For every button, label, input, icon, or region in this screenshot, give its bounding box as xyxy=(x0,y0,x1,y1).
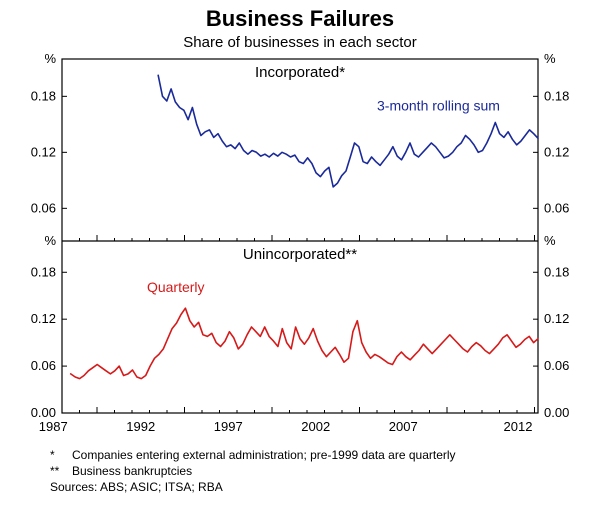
svg-text:0.12: 0.12 xyxy=(544,311,569,326)
svg-text:0.06: 0.06 xyxy=(31,358,56,373)
footnote-1-text: Companies entering external administrati… xyxy=(72,447,456,463)
svg-text:1987: 1987 xyxy=(39,419,68,434)
svg-text:3-month rolling sum: 3-month rolling sum xyxy=(377,97,500,113)
svg-text:0.06: 0.06 xyxy=(544,358,569,373)
svg-text:%: % xyxy=(544,53,556,66)
svg-text:0.12: 0.12 xyxy=(31,144,56,159)
svg-text:2002: 2002 xyxy=(301,419,330,434)
svg-text:0.12: 0.12 xyxy=(31,311,56,326)
svg-text:0.18: 0.18 xyxy=(544,264,569,279)
footnote-2-text: Business bankruptcies xyxy=(72,463,192,479)
svg-text:Incorporated*: Incorporated* xyxy=(255,64,345,81)
footnote-2: ** Business bankruptcies xyxy=(0,463,600,479)
svg-text:0.12: 0.12 xyxy=(544,144,569,159)
footnote-2-mark: ** xyxy=(50,463,72,479)
svg-text:Unincorporated**: Unincorporated** xyxy=(243,246,357,263)
svg-text:%: % xyxy=(44,233,56,248)
footnote-1: * Companies entering external administra… xyxy=(0,447,600,463)
svg-text:1992: 1992 xyxy=(126,419,155,434)
svg-text:2007: 2007 xyxy=(389,419,418,434)
footnotes: * Companies entering external administra… xyxy=(0,443,600,496)
footnote-1-mark: * xyxy=(50,447,72,463)
svg-text:0.06: 0.06 xyxy=(31,200,56,215)
svg-text:0.18: 0.18 xyxy=(31,88,56,103)
sources: Sources: ABS; ASIC; ITSA; RBA xyxy=(0,479,600,495)
svg-text:0.06: 0.06 xyxy=(544,200,569,215)
svg-text:%: % xyxy=(544,233,556,248)
chart-title: Business Failures xyxy=(0,0,600,32)
svg-text:2012: 2012 xyxy=(504,419,533,434)
svg-text:0.00: 0.00 xyxy=(31,405,56,420)
svg-text:Quarterly: Quarterly xyxy=(147,279,205,295)
chart-subtitle: Share of businesses in each sector xyxy=(0,32,600,53)
svg-text:0.18: 0.18 xyxy=(544,88,569,103)
chart-svg: 1987 1992 1997 2002 2007 2012 0.06 0.06 0.12 0.12… xyxy=(0,53,600,443)
svg-text:0.00: 0.00 xyxy=(544,405,569,420)
svg-text:0.18: 0.18 xyxy=(31,264,56,279)
svg-text:1997: 1997 xyxy=(214,419,243,434)
svg-text:%: % xyxy=(44,53,56,66)
chart-container: Business Failures Share of businesses in… xyxy=(0,0,600,511)
